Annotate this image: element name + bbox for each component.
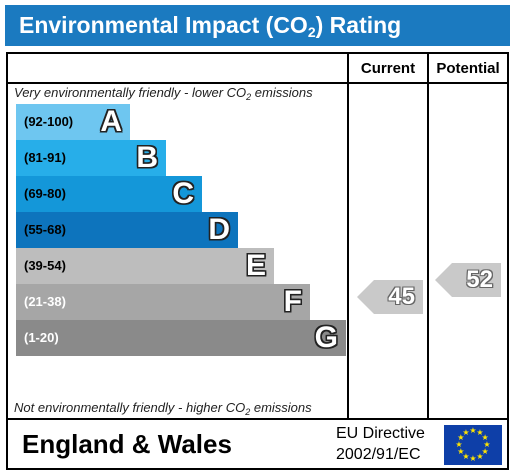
bottom-caption-suffix: emissions [250,400,312,415]
band-d: (55-68) D [16,212,238,248]
band-letter: G [314,321,338,354]
potential-column-divider [427,54,429,418]
page-title: Environmental Impact (CO2) Rating [5,5,510,46]
title-suffix: ) Rating [315,12,402,38]
directive-line-2: 2002/91/EC [336,446,421,463]
header-divider-right [347,82,507,84]
bottom-caption-prefix: Not environmentally friendly - higher CO [14,400,246,415]
top-caption-suffix: emissions [251,85,313,100]
band-range: (92-100) [24,114,74,129]
title-subscript: 2 [307,24,316,40]
band-range: (1-20) [24,330,59,345]
top-caption-prefix: Very environmentally friendly - lower CO [14,85,247,100]
band-a: (92-100) A [16,104,130,140]
current-column-divider [347,54,349,418]
top-caption: Very environmentally friendly - lower CO… [14,85,313,102]
band-letter: D [208,213,230,246]
flag-star-icon: ★ [469,454,477,463]
band-letter: B [136,141,158,174]
band-range: (69-80) [24,186,66,201]
current-rating-arrow: 45 [357,280,423,314]
band-letter: F [283,285,302,318]
arrow-shape [435,263,501,297]
flag-star-icon: ★ [455,440,463,449]
band-range: (39-54) [24,258,66,273]
top-caption-subscript: 2 [246,92,252,102]
band-e: (39-54) E [16,248,274,284]
current-column-header: Current [360,60,416,77]
flag-star-icon: ★ [457,433,465,442]
bottom-caption-subscript: 2 [245,407,251,417]
flag-star-icon: ★ [469,426,477,435]
band-range: (81-91) [24,150,66,165]
flag-star-icon: ★ [462,452,470,462]
band-letter: A [100,105,122,138]
directive-line-1: EU Directive [336,425,425,442]
eu-flag-icon: ★ ★ ★ ★ ★ ★ ★ ★ ★ ★ ★ ★ [444,425,502,465]
current-rating-value: 45 [388,283,415,310]
flag-star-icon: ★ [476,452,484,462]
potential-rating-arrow: 52 [435,263,501,297]
flag-star-icon: ★ [476,427,484,437]
arrow-shape [357,280,423,314]
region-label: England & Wales [22,429,232,459]
footer: England & Wales EU Directive 2002/91/EC … [6,418,509,470]
header-divider-left [8,82,347,84]
flag-star-icon: ★ [481,433,489,442]
band-letter: C [172,177,194,210]
potential-column-header: Potential [436,60,500,77]
title-prefix: Environmental Impact (CO [19,12,308,38]
potential-rating-value: 52 [466,266,493,293]
band-g: (1-20) G [16,320,346,356]
band-b: (81-91) B [16,140,166,176]
rating-table: Current Potential Very environmentally f… [6,52,509,420]
band-c: (69-80) C [16,176,202,212]
band-range: (21-38) [24,294,66,309]
flag-star-icon: ★ [481,447,489,456]
bottom-caption: Not environmentally friendly - higher CO… [14,400,312,417]
band-f: (21-38) F [16,284,310,320]
band-letter: E [245,249,266,282]
flag-star-icon: ★ [457,447,465,456]
band-range: (55-68) [24,222,66,237]
flag-star-icon: ★ [483,440,491,449]
flag-star-icon: ★ [462,427,470,437]
